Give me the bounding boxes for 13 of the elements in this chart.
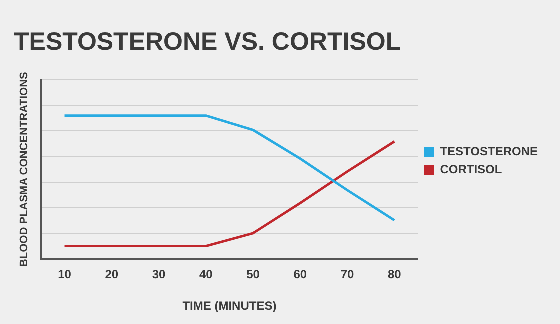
- y-axis-title: BLOOD PLASMA CONCENTRATIONS: [18, 72, 31, 268]
- legend-label: CORTISOL: [440, 162, 502, 176]
- x-tick-label: 50: [246, 268, 260, 282]
- chart-title: TESTOSTERONE VS. CORTISOL: [14, 28, 402, 56]
- x-tick-label: 20: [105, 268, 119, 282]
- legend-label: TESTOSTERONE: [440, 144, 538, 158]
- x-tick-label: 60: [294, 268, 308, 282]
- x-tick-label: 70: [340, 268, 355, 282]
- x-tick-label: 40: [199, 268, 214, 282]
- x-tick-label: 30: [152, 268, 166, 282]
- x-axis-title: TIME (MINUTES): [182, 299, 277, 314]
- x-tick-label: 10: [58, 268, 72, 282]
- x-tick-label: 80: [388, 268, 402, 282]
